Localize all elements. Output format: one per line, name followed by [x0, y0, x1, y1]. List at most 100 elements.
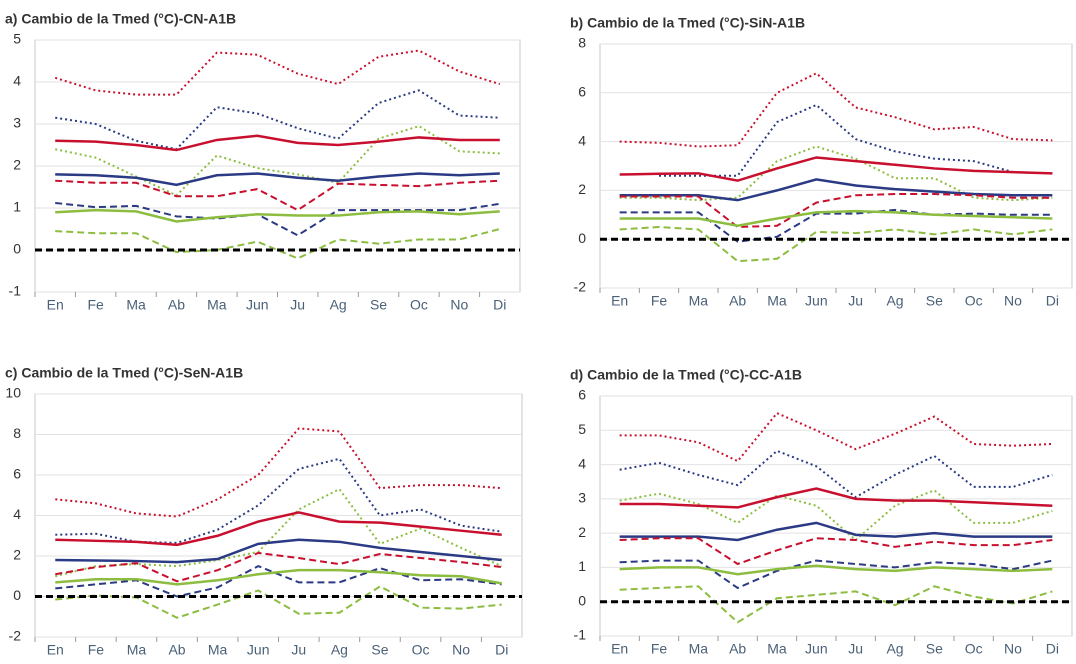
y-tick-label: 1 — [578, 558, 586, 574]
x-tick-label: Ma — [689, 293, 709, 309]
chart-title: a) Cambio de la Tmed (°C)-CN-A1B — [5, 11, 236, 27]
series-line — [619, 208, 1053, 243]
series-line — [55, 487, 503, 578]
series-line — [55, 585, 502, 619]
series-line — [619, 193, 1053, 229]
series-line — [55, 538, 502, 564]
x-tick-label: No — [452, 642, 470, 658]
y-tick-label: 3 — [578, 490, 586, 506]
y-tick-label: 8 — [578, 35, 586, 51]
series-line — [619, 156, 1053, 182]
y-tick-label: 4 — [13, 73, 21, 89]
series-line — [619, 178, 1053, 202]
y-tick-label: 1 — [13, 199, 21, 215]
x-tick-label: Ag — [886, 293, 903, 309]
x-tick-label: Fe — [87, 297, 104, 313]
series-line — [55, 568, 502, 586]
x-tick-label: Di — [1046, 293, 1059, 309]
x-tick-label: Ma — [127, 642, 147, 658]
x-tick-label: Ju — [291, 642, 306, 658]
x-tick-label: Fe — [651, 641, 668, 657]
x-tick-label: No — [1004, 293, 1022, 309]
y-tick-label: 0 — [578, 230, 586, 246]
x-tick-label: Jun — [805, 293, 828, 309]
y-tick-label: 5 — [578, 421, 586, 437]
y-tick-label: 4 — [578, 455, 586, 471]
y-tick-label: 2 — [578, 181, 586, 197]
y-tick-label: 2 — [13, 547, 21, 563]
chart-title: d) Cambio de la Tmed (°C)-CC-A1B — [570, 367, 802, 383]
y-tick-label: 8 — [13, 425, 21, 441]
series-line — [55, 208, 500, 223]
series-line — [55, 89, 500, 151]
y-tick-label: 6 — [578, 84, 586, 100]
series-line — [55, 201, 500, 237]
y-tick-label: 2 — [578, 524, 586, 540]
x-tick-label: Ag — [330, 297, 347, 313]
x-tick-label: Ma — [126, 297, 146, 313]
x-tick-label: Oc — [412, 642, 430, 658]
y-tick-label: -1 — [9, 283, 22, 299]
y-tick-label: 6 — [13, 466, 21, 482]
x-tick-label: Se — [926, 293, 943, 309]
x-tick-label: Se — [371, 642, 388, 658]
x-tick-label: Ma — [689, 641, 709, 657]
y-tick-label: -1 — [574, 627, 587, 643]
series-line — [55, 125, 500, 197]
y-tick-label: -2 — [9, 628, 22, 644]
series-line — [55, 134, 500, 152]
x-tick-label: Ju — [848, 293, 863, 309]
x-tick-label: Ma — [208, 642, 228, 658]
x-tick-label: Ag — [331, 642, 348, 658]
x-tick-label: Ma — [207, 297, 227, 313]
x-tick-label: Ju — [290, 297, 305, 313]
x-tick-label: Ma — [767, 641, 787, 657]
series-line — [55, 511, 502, 547]
series-line — [55, 172, 500, 187]
plot-frame — [599, 395, 1073, 637]
x-tick-label: En — [47, 642, 64, 658]
x-tick-label: No — [1004, 641, 1022, 657]
x-tick-label: Jun — [247, 642, 270, 658]
y-tick-label: 4 — [578, 132, 586, 148]
x-tick-label: Jun — [805, 641, 828, 657]
x-tick-label: Se — [370, 297, 387, 313]
x-tick-label: No — [450, 297, 468, 313]
x-tick-label: Ag — [886, 641, 903, 657]
series-line — [54, 49, 501, 96]
y-tick-label: 6 — [578, 387, 586, 403]
x-tick-label: Oc — [410, 297, 428, 313]
chart-title: c) Cambio de la Tmed (°C)-SeN-A1B — [5, 365, 243, 381]
y-tick-label: 0 — [13, 587, 21, 603]
plot-frame — [599, 43, 1073, 289]
x-tick-label: Di — [1046, 641, 1059, 657]
x-tick-label: Jun — [246, 297, 269, 313]
series-line — [619, 564, 1053, 576]
x-tick-label: Se — [926, 641, 943, 657]
series-line — [619, 411, 1053, 463]
y-tick-label: -2 — [574, 279, 587, 295]
series-line — [55, 551, 502, 583]
x-tick-label: Di — [493, 297, 506, 313]
series-line — [659, 103, 1053, 177]
x-tick-label: Fe — [88, 642, 105, 658]
series-line — [619, 209, 1053, 228]
x-tick-label: Ab — [729, 641, 746, 657]
y-tick-label: 10 — [5, 385, 21, 401]
y-tick-label: 3 — [13, 115, 21, 131]
y-tick-label: 2 — [13, 157, 21, 173]
series-line — [55, 565, 502, 598]
y-tick-label: 5 — [13, 31, 21, 47]
series-line — [619, 487, 1053, 509]
x-tick-label: Ju — [848, 641, 863, 657]
x-tick-label: Ab — [729, 293, 746, 309]
series-line — [619, 537, 1053, 566]
series-line — [55, 427, 502, 518]
x-tick-label: Fe — [651, 293, 668, 309]
x-tick-label: En — [611, 641, 628, 657]
y-tick-label: 4 — [13, 506, 21, 522]
x-tick-label: Ab — [168, 297, 185, 313]
x-tick-label: Oc — [965, 641, 983, 657]
x-tick-label: Ab — [168, 642, 185, 658]
